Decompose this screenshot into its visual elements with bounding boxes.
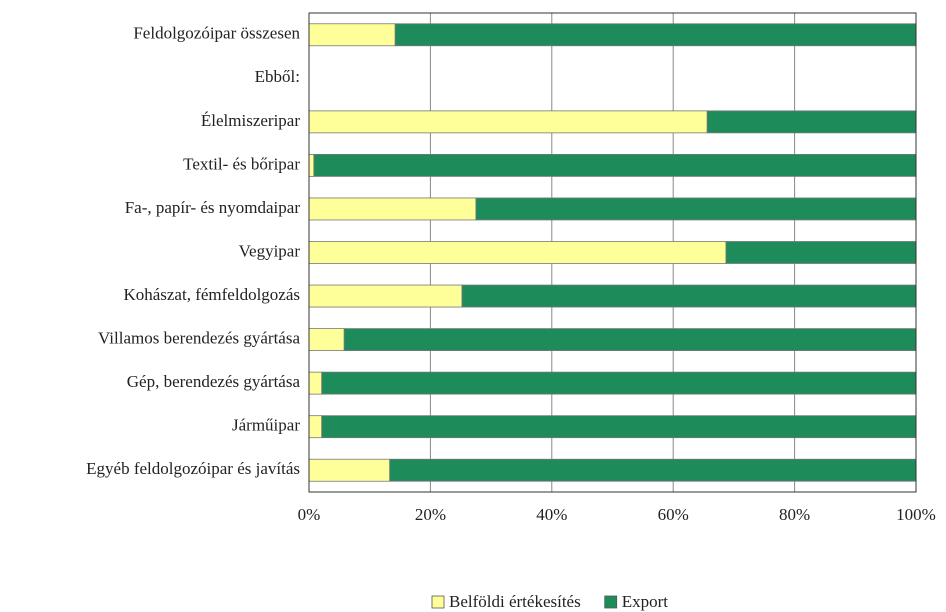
bar	[308, 371, 323, 395]
bar	[475, 197, 917, 221]
bar	[321, 415, 917, 439]
bar	[343, 328, 917, 351]
x-tick-label: 60%	[658, 505, 689, 524]
legend-label: Belföldi értékesítés	[449, 592, 581, 611]
x-tick-label: 80%	[779, 505, 810, 524]
bar	[725, 241, 917, 264]
bar	[313, 154, 917, 177]
y-tick-label: Gép, berendezés gyártása	[127, 372, 301, 391]
bar	[308, 23, 396, 47]
x-tick-label: 0%	[298, 505, 321, 524]
x-tick-label: 100%	[896, 505, 936, 524]
bar	[308, 284, 463, 308]
y-tick-label: Kohászat, fémfeldolgozás	[123, 285, 300, 304]
y-tick-label: Élelmiszeripar	[201, 111, 300, 130]
bar	[461, 284, 917, 308]
y-tick-label: Villamos berendezés gyártása	[98, 328, 300, 347]
y-tick-label: Járműipar	[232, 416, 300, 435]
legend-swatch	[431, 595, 445, 609]
plot-border	[308, 12, 917, 493]
bar	[308, 415, 323, 439]
bar	[394, 23, 917, 47]
y-tick-label: Ebből:	[255, 67, 300, 86]
bar	[308, 110, 708, 134]
bar	[308, 154, 315, 177]
y-tick-label: Feldolgozóipar összesen	[133, 24, 300, 43]
y-tick-label: Vegyipar	[239, 241, 301, 260]
bar	[308, 241, 727, 264]
bar	[308, 328, 345, 351]
x-tick-label: 40%	[536, 505, 567, 524]
legend-label: Export	[622, 592, 669, 611]
bar	[706, 110, 917, 134]
bar	[389, 458, 917, 482]
y-tick-label: Textil- és bőripar	[183, 154, 300, 173]
bar	[308, 197, 477, 221]
bar	[308, 458, 391, 482]
legend-swatch	[604, 595, 618, 609]
x-tick-label: 20%	[415, 505, 446, 524]
y-tick-label: Egyéb feldolgozóipar és javítás	[86, 459, 300, 478]
y-tick-label: Fa-, papír- és nyomdaipar	[125, 198, 301, 217]
bar	[321, 371, 917, 395]
